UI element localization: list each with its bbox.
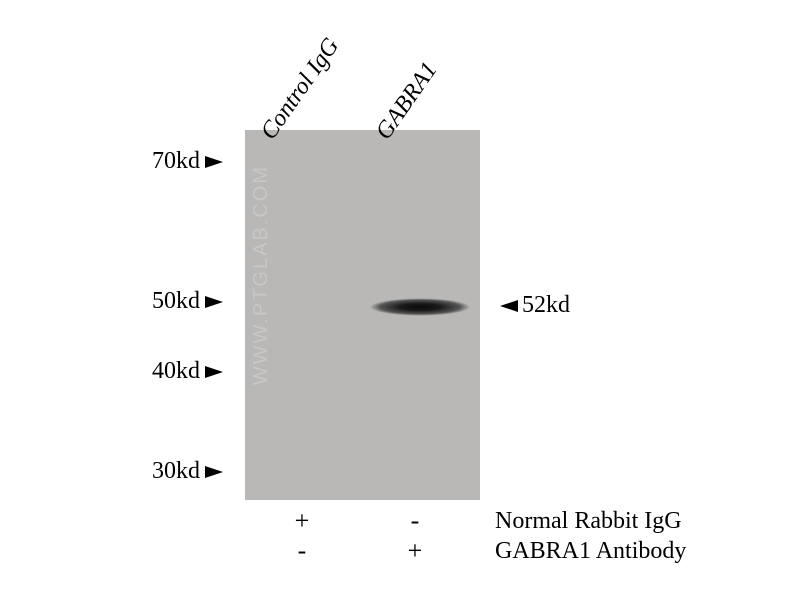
arrow-right-icon: [205, 366, 223, 378]
mw-label-40kd: 40kd: [130, 358, 200, 385]
condition-label-gabra1-antibody: GABRA1 Antibody: [495, 538, 686, 565]
condition-label-normal-igg: Normal Rabbit IgG: [495, 508, 682, 535]
mw-label-50kd: 50kd: [130, 288, 200, 315]
lane-label-control-igg: Control IgG: [256, 34, 345, 145]
condition-sign: +: [287, 506, 317, 536]
arrow-left-icon: [500, 300, 518, 312]
condition-sign: -: [287, 536, 317, 566]
condition-sign: +: [400, 536, 430, 566]
condition-sign: -: [400, 506, 430, 536]
mw-label-70kd: 70kd: [130, 148, 200, 175]
arrow-right-icon: [205, 156, 223, 168]
arrow-right-icon: [205, 296, 223, 308]
blot-band: [370, 296, 470, 318]
arrow-right-icon: [205, 466, 223, 478]
figure-container: Control IgG GABRA1 70kd 50kd 40kd 30kd 5…: [0, 0, 800, 600]
band-size-label: 52kd: [522, 292, 570, 319]
watermark-text: WWW.PTGLAB.COM: [250, 165, 273, 385]
mw-label-30kd: 30kd: [130, 458, 200, 485]
